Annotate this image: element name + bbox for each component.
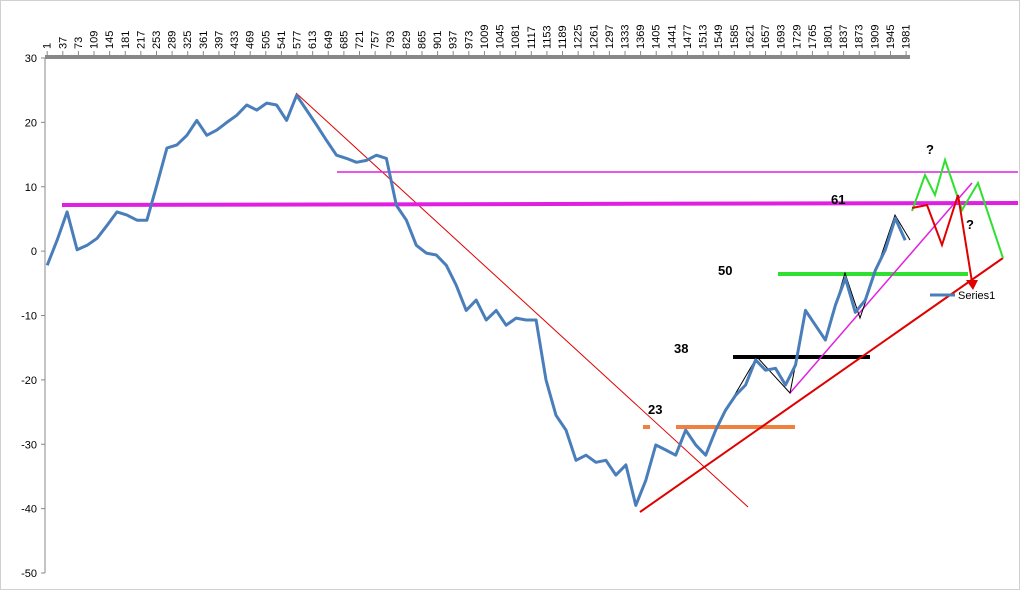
x-tick-label: 577 — [292, 31, 304, 49]
x-tick-label: 253 — [151, 31, 163, 49]
x-tick-label: 1153 — [541, 25, 553, 49]
annotation: 61 — [831, 192, 845, 207]
x-tick-label: 1909 — [869, 25, 881, 49]
trend-line — [639, 257, 1004, 513]
x-tick-label: 1549 — [713, 25, 725, 49]
x-tick-label: 1981 — [901, 25, 913, 49]
x-tick-label: 1693 — [776, 25, 788, 49]
x-tick-label: 433 — [229, 31, 241, 49]
x-tick-label: 1225 — [573, 25, 585, 49]
zigzag — [911, 156, 1004, 259]
x-tick-label: 1081 — [510, 25, 522, 49]
x-tick-label: 973 — [463, 31, 475, 49]
x-tick-label: 1657 — [760, 25, 772, 49]
x-tick-label: 1333 — [619, 25, 631, 49]
annotation: 50 — [718, 263, 732, 278]
x-tick-label: 1837 — [838, 25, 850, 49]
y-tick-label: 10 — [25, 182, 37, 194]
x-tick-label: 901 — [432, 31, 444, 49]
trend-line — [789, 182, 973, 394]
x-tick-label: 541 — [276, 31, 288, 49]
x-tick-label: 1297 — [604, 25, 616, 49]
x-tick-label: 1189 — [557, 25, 569, 49]
y-tick-label: 30 — [25, 53, 37, 65]
x-tick-label: 1513 — [698, 25, 710, 49]
annotation: 38 — [674, 341, 688, 356]
x-tick-label: 1441 — [666, 25, 678, 49]
x-tick-label: 505 — [260, 31, 272, 49]
x-tick-label: 793 — [385, 31, 397, 49]
annotation: ? — [966, 217, 974, 232]
x-tick-label: 1477 — [682, 25, 694, 49]
x-tick-label: 1801 — [823, 25, 835, 49]
x-tick-label: 1 — [42, 43, 54, 49]
x-tick-label: 1585 — [729, 25, 741, 49]
x-tick-label: 397 — [213, 31, 225, 49]
y-tick-label: -30 — [21, 439, 37, 451]
legend-label: Series1 — [958, 290, 995, 302]
x-tick-label: 145 — [104, 31, 116, 49]
x-tick-label: 1765 — [807, 25, 819, 49]
x-tick-label: 721 — [354, 31, 366, 49]
x-tick-label: 649 — [323, 31, 335, 49]
series-line — [45, 93, 907, 507]
x-tick-label: 937 — [448, 31, 460, 49]
x-tick-label: 325 — [182, 31, 194, 49]
y-tick-label: 20 — [25, 117, 37, 129]
x-tick-label: 469 — [245, 31, 257, 49]
y-tick-label: -50 — [21, 568, 37, 580]
annotation: ? — [926, 142, 934, 157]
x-tick-label: 289 — [167, 31, 179, 49]
x-tick-label: 109 — [89, 31, 101, 49]
x-tick-label: 865 — [416, 31, 428, 49]
x-tick-label: 1261 — [588, 25, 600, 49]
x-tick-label: 613 — [307, 31, 319, 49]
trend-line — [295, 92, 749, 508]
y-tick-label: 0 — [31, 246, 37, 258]
x-tick-label: 757 — [370, 31, 382, 49]
x-tick-label: 1873 — [854, 25, 866, 49]
y-tick-label: -40 — [21, 504, 37, 516]
x-tick-label: 217 — [135, 31, 147, 49]
x-tick-label: 1405 — [651, 25, 663, 49]
y-tick-label: -20 — [21, 375, 37, 387]
level-line — [61, 201, 1019, 207]
x-tick-label: 685 — [338, 31, 350, 49]
x-tick-label: 1945 — [885, 25, 897, 49]
y-tick-label: -10 — [21, 311, 37, 323]
x-tick-label: 73 — [73, 37, 85, 49]
x-tick-label: 1009 — [479, 25, 491, 49]
annotation: 23 — [648, 402, 662, 417]
x-tick-label: 181 — [120, 31, 132, 49]
x-tick-label: 829 — [401, 31, 413, 49]
arrow-head — [966, 280, 978, 290]
x-tick-label: 1729 — [791, 25, 803, 49]
x-tick-label: 361 — [198, 31, 210, 49]
x-tick-label: 1621 — [744, 25, 756, 49]
x-tick-label: 37 — [57, 37, 69, 49]
x-tick-label: 1117 — [526, 26, 538, 49]
x-tick-label: 1369 — [635, 25, 647, 49]
x-tick-label: 1045 — [495, 25, 507, 49]
zigzag — [911, 194, 973, 283]
